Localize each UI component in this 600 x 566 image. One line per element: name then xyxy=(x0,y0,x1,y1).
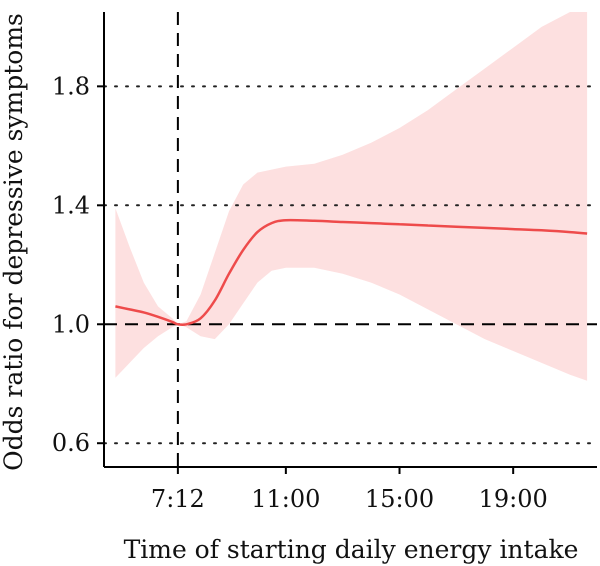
confidence-band xyxy=(115,12,588,381)
confidence-band-layer xyxy=(115,12,588,381)
x-axis-label: Time of starting daily energy intake xyxy=(124,535,579,564)
y-tick-label-3: 1.8 xyxy=(52,72,90,100)
x-tick-label-3: 19:00 xyxy=(479,485,548,513)
x-tick-label-2: 15:00 xyxy=(365,485,434,513)
y-tick-label-1: 1.0 xyxy=(52,310,90,338)
odds-ratio-line xyxy=(115,218,588,327)
x-tick-label-1: 11:00 xyxy=(251,485,320,513)
y-tick-label-0: 0.6 xyxy=(52,429,90,457)
y-tick-label-2: 1.4 xyxy=(52,191,90,219)
reference-line-layer xyxy=(104,12,597,467)
x-tick-label-0: 7:12 xyxy=(151,485,205,513)
tick-layer: 7:12 11:00 15:00 19:00 0.6 1.0 1.4 1.8 xyxy=(52,72,548,513)
y-axis-label: Odds ratio for depressive symptoms xyxy=(0,13,28,471)
axes-layer xyxy=(103,12,597,468)
series-line-layer xyxy=(115,218,588,327)
